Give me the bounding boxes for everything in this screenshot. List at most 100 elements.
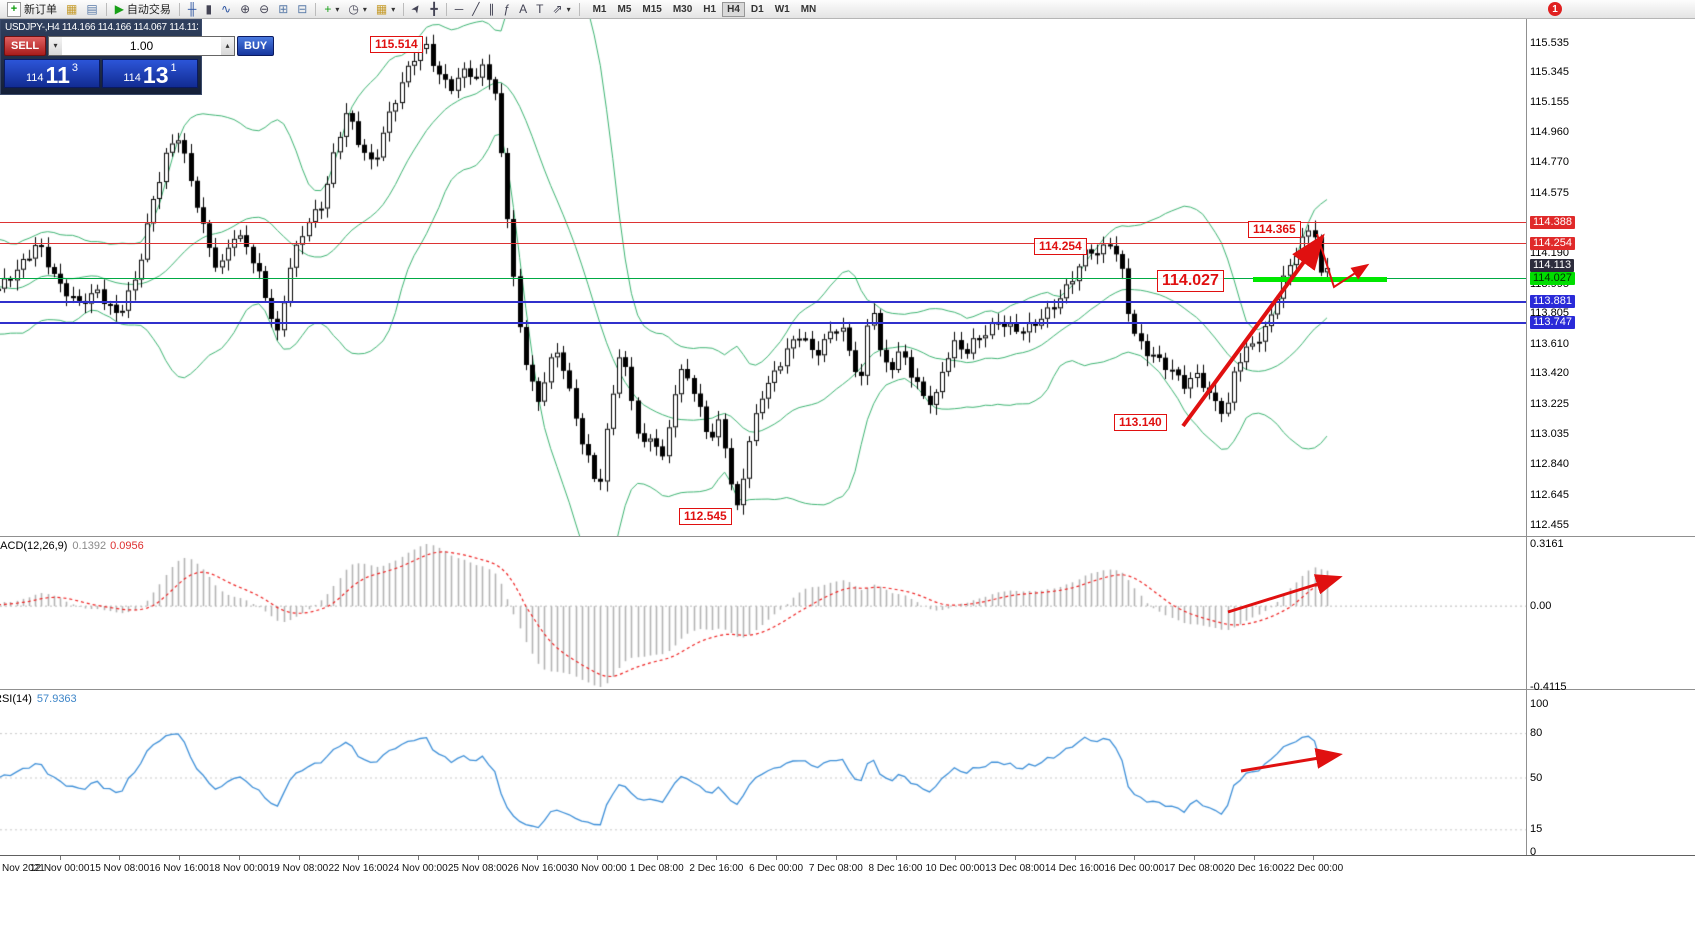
time-axis-label: 20 Dec 16:00 <box>1223 863 1284 874</box>
new-order-button[interactable]: + 新订单 <box>3 1 61 18</box>
axis-label: 113.225 <box>1530 398 1569 410</box>
time-axis-label: 22 Nov 16:00 <box>328 863 388 874</box>
time-axis-tick <box>59 856 61 860</box>
time-axis-label: 30 Nov 00:00 <box>567 863 627 874</box>
profiles-button[interactable]: ▤ <box>82 1 101 18</box>
chart-window-button[interactable]: ▦ <box>62 1 81 18</box>
arrows-tool-button[interactable]: ⇗ ▾ <box>549 1 575 18</box>
horizontal-line-tool-button[interactable]: ─ <box>451 1 468 18</box>
indicators-button[interactable]: + ▾ <box>320 1 343 18</box>
line-chart-button[interactable]: ∿ <box>217 1 235 18</box>
arrange-windows-icon: ⊟ <box>297 2 308 16</box>
axis-label: 0.3161 <box>1530 537 1564 550</box>
channel-tool-button[interactable]: ∥ <box>484 1 498 18</box>
time-axis-tick <box>179 856 181 860</box>
time-axis[interactable]: Nov 2021 12 Nov 00:00 15 Nov 08:00 16 Nov 1… <box>0 855 1695 881</box>
toolbar-separator <box>178 2 180 16</box>
time-axis-tick <box>1074 856 1076 860</box>
chevron-down-icon: ▾ <box>566 4 571 14</box>
fibonacci-tool-button[interactable]: ƒ <box>499 1 514 18</box>
sell-price-display[interactable]: 114 11 3 <box>4 59 100 88</box>
time-axis-label: 16 Dec 00:00 <box>1104 863 1165 874</box>
play-icon: ▶ <box>114 2 124 16</box>
timeframe-m30-button[interactable]: M30 <box>668 2 697 17</box>
text-tool-button[interactable]: A <box>515 1 531 18</box>
chevron-down-icon: ▾ <box>362 4 367 14</box>
axis-label: 114.770 <box>1530 156 1569 169</box>
timeframe-m1-button[interactable]: M1 <box>588 2 612 17</box>
cursor-button[interactable]: ➤ <box>408 1 425 18</box>
chart-window-icon: ▦ <box>66 2 78 16</box>
timeframe-h1-button[interactable]: H1 <box>698 2 721 17</box>
macd-canvas[interactable] <box>0 537 1526 689</box>
rsi-pane[interactable]: RSI(14) 57.9363 <box>0 689 1695 855</box>
volume-increase-button[interactable]: ▴ <box>221 37 234 55</box>
time-axis-tick <box>1313 856 1315 860</box>
macd-name: MACD(12,26,9) <box>0 540 68 552</box>
auto-trading-button[interactable]: ▶ 自动交易 <box>111 1 175 18</box>
templates-button[interactable]: ▦ ▾ <box>372 1 399 18</box>
notification-badge[interactable]: 1 <box>1548 2 1562 16</box>
timeframe-mn-button[interactable]: MN <box>796 2 822 17</box>
rsi-canvas[interactable] <box>0 690 1526 855</box>
volume-control: ▾ ▴ <box>48 36 235 56</box>
sell-price-prefix: 114 <box>26 72 44 84</box>
trendline-tool-button[interactable]: ╱ <box>468 1 483 18</box>
chevron-down-icon: ▾ <box>335 4 340 14</box>
time-axis-tick <box>537 856 539 860</box>
axis-label: 80 <box>1530 727 1543 740</box>
periods-button[interactable]: ◷ ▾ <box>344 1 371 18</box>
timeframe-m5-button[interactable]: M5 <box>612 2 636 17</box>
zoom-in-button[interactable]: ⊕ <box>236 1 254 18</box>
timeframe-h4-button[interactable]: H4 <box>722 1 745 17</box>
horizontal-line-114.027[interactable] <box>0 278 1526 280</box>
horizontal-line-114.388[interactable] <box>0 221 1526 223</box>
bar-chart-button[interactable]: ╫ <box>184 1 201 18</box>
timeframe-d1-button[interactable]: D1 <box>746 2 769 17</box>
volume-input[interactable] <box>62 37 221 55</box>
timeframe-w1-button[interactable]: W1 <box>770 2 795 17</box>
support-highlight-segment[interactable] <box>1253 276 1387 282</box>
label-tool-button[interactable]: T <box>532 1 547 18</box>
sell-button[interactable]: SELL <box>4 36 46 56</box>
chevron-down-icon: ▾ <box>391 4 396 14</box>
axis-label: 0.00 <box>1530 599 1552 612</box>
chart-title: USDJPY-,H4 114.166 114.166 114.067 114.1… <box>5 22 198 33</box>
zoom-out-button[interactable]: ⊖ <box>255 1 273 18</box>
trendline-icon: ╱ <box>472 2 480 16</box>
arrange-windows-button[interactable]: ⊟ <box>293 1 311 18</box>
timeframe-m15-button[interactable]: M15 <box>637 2 666 17</box>
clock-icon: ◷ <box>348 2 359 16</box>
toolbar-separator <box>578 2 580 16</box>
time-axis-tick <box>1253 856 1255 860</box>
axis-label: 113.035 <box>1530 427 1569 440</box>
horizontal-line-icon: ─ <box>454 2 464 16</box>
volume-decrease-button[interactable]: ▾ <box>49 37 62 55</box>
time-axis-tick <box>119 856 121 860</box>
buy-price-pip: 1 <box>170 62 177 74</box>
arrow-tool-icon: ⇗ <box>552 2 563 16</box>
time-axis-tick <box>955 856 957 860</box>
crosshair-button[interactable]: ╋ <box>426 1 441 18</box>
horizontal-line-114.254[interactable] <box>0 242 1526 244</box>
new-order-icon: + <box>7 1 21 17</box>
price-axis-label-red: 114.254 <box>1530 236 1575 250</box>
axis-label: 100 <box>1530 697 1549 710</box>
cursor-icon: ➤ <box>409 1 425 17</box>
macd-signal-value: 0.0956 <box>110 540 144 552</box>
crosshair-icon: ╋ <box>430 2 438 16</box>
toolbar-separator <box>403 2 405 16</box>
axis-label: -0.4115 <box>1530 680 1567 693</box>
candle-chart-button[interactable]: ▮ <box>201 1 216 18</box>
price-axis-label-green: 114.027 <box>1530 272 1575 286</box>
candle-chart-icon: ▮ <box>205 2 213 16</box>
horizontal-line-113.747[interactable] <box>0 321 1526 324</box>
buy-button[interactable]: BUY <box>237 36 275 56</box>
horizontal-line-113.881[interactable] <box>0 300 1526 303</box>
axis-label: 115.535 <box>1530 36 1569 49</box>
price-chart-pane[interactable] <box>0 19 1695 536</box>
tile-windows-button[interactable]: ⊞ <box>274 1 292 18</box>
rsi-value: 57.9363 <box>36 693 77 705</box>
buy-price-display[interactable]: 114 13 1 <box>102 59 198 88</box>
